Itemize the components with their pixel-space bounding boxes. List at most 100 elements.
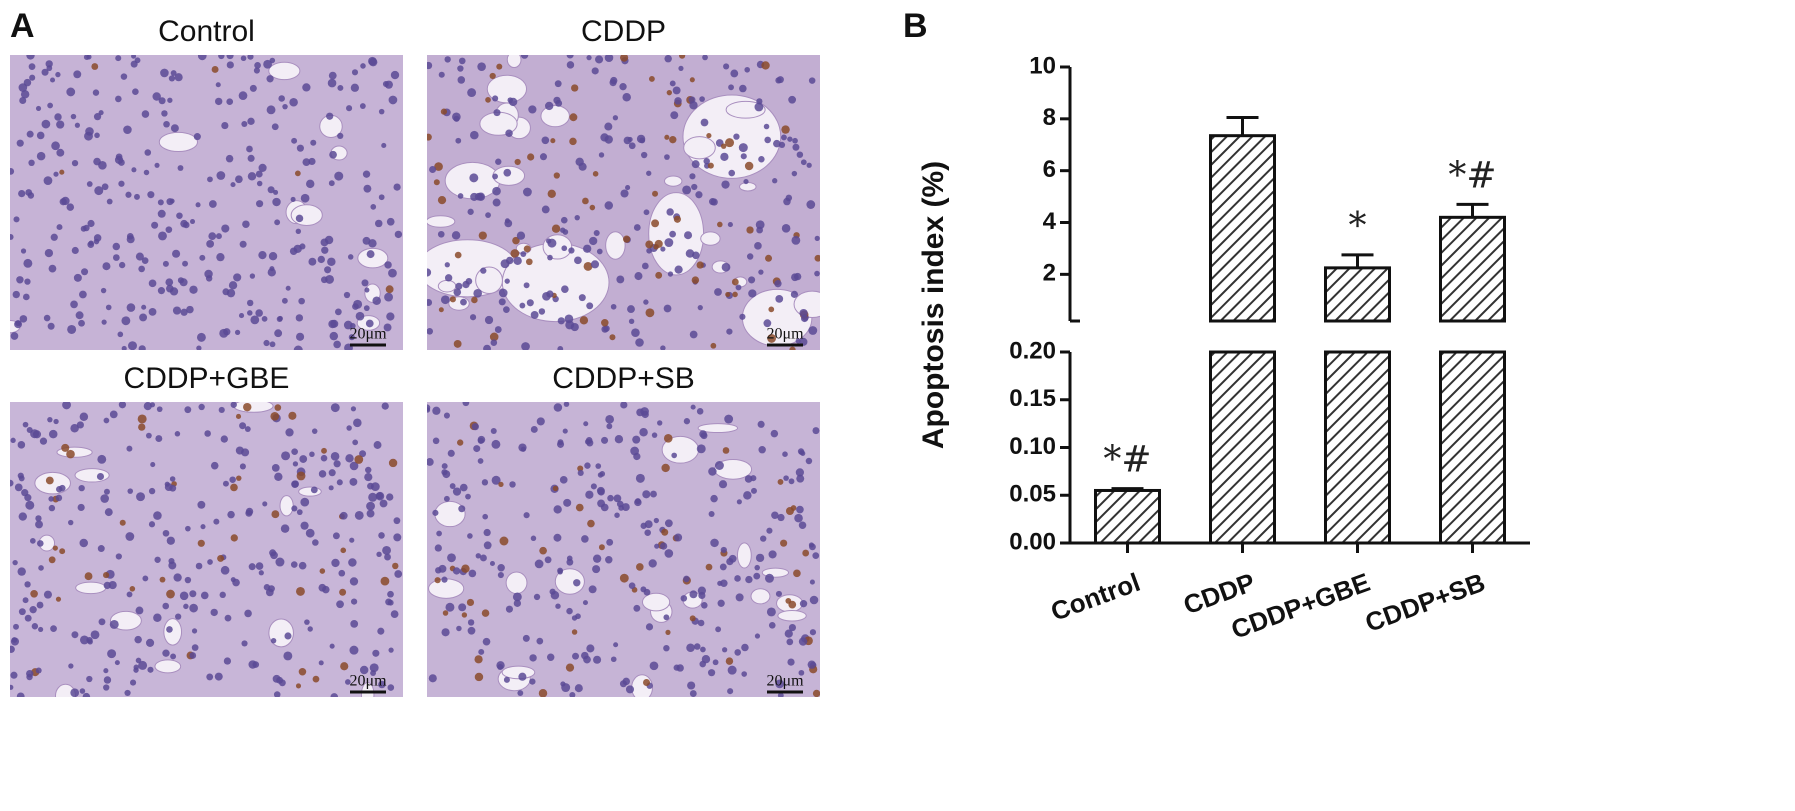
nucleus [366, 501, 375, 511]
nucleus [741, 671, 747, 677]
nucleus [258, 570, 264, 576]
nucleus [156, 406, 163, 413]
nucleus [134, 57, 141, 64]
nucleus [812, 552, 820, 560]
nucleus [584, 462, 591, 469]
nucleus [337, 132, 344, 139]
nucleus [127, 488, 134, 494]
nucleus [197, 539, 205, 547]
nucleus [10, 684, 14, 690]
nucleus [274, 404, 282, 411]
nucleus [719, 563, 727, 571]
nucleus [541, 136, 550, 145]
nucleus [91, 63, 99, 70]
nucleus [25, 189, 33, 196]
nucleus [655, 271, 663, 279]
nucleus [597, 488, 605, 496]
nucleus [438, 564, 447, 573]
nucleus [298, 297, 305, 305]
nucleus [628, 582, 636, 590]
nucleus [13, 623, 19, 630]
nucleus [349, 577, 359, 586]
nucleus [364, 287, 370, 293]
y-tick-label: 0.10 [1009, 433, 1056, 460]
nucleus [363, 184, 372, 193]
nucleus [350, 406, 357, 412]
nucleus [162, 260, 169, 267]
nucleus [475, 553, 482, 559]
lumen [641, 592, 671, 612]
nucleus [772, 178, 778, 184]
nucleus [480, 554, 487, 562]
nucleus [800, 314, 809, 323]
nucleus [544, 556, 552, 564]
nucleus [809, 595, 819, 605]
nucleus [200, 524, 206, 530]
nucleus [538, 308, 546, 315]
nucleus [273, 691, 281, 697]
nucleus [443, 412, 450, 419]
nucleus [474, 672, 484, 682]
nucleus [512, 236, 520, 245]
nucleus [799, 600, 808, 608]
nucleus [38, 626, 44, 633]
nucleus [764, 573, 774, 583]
nucleus [814, 270, 820, 277]
nucleus [604, 122, 613, 131]
nucleus [162, 602, 170, 610]
nucleus [557, 439, 564, 446]
nucleus [98, 110, 104, 116]
nucleus [739, 313, 746, 320]
nucleus [209, 200, 217, 208]
nucleus [768, 621, 776, 629]
nucleus [700, 646, 706, 653]
nucleus [308, 157, 316, 166]
nucleus [162, 649, 170, 657]
nucleus [183, 603, 189, 610]
nucleus [152, 92, 161, 101]
nucleus [126, 235, 135, 244]
nucleus [148, 487, 156, 495]
nucleus [210, 608, 218, 617]
nucleus [735, 284, 742, 291]
nucleus [321, 246, 329, 254]
nucleus [312, 539, 319, 546]
nucleus [45, 60, 53, 68]
lumen [74, 468, 110, 483]
nucleus [447, 449, 455, 457]
nucleus [586, 644, 595, 653]
nucleus [145, 638, 155, 647]
lumen [163, 618, 183, 646]
nucleus [166, 626, 173, 633]
nucleus [368, 492, 378, 502]
nucleus [103, 581, 111, 590]
nucleus [814, 235, 820, 242]
nucleus [147, 191, 155, 199]
nucleus [47, 416, 53, 423]
nucleus [245, 507, 254, 516]
nucleus [349, 537, 355, 543]
nucleus [590, 483, 597, 490]
nucleus [528, 105, 537, 114]
nucleus [48, 429, 58, 439]
nucleus [112, 242, 121, 251]
nucleus [522, 634, 530, 642]
nucleus [489, 332, 499, 342]
nucleus [561, 245, 568, 252]
nucleus [726, 557, 734, 566]
nucleus [697, 619, 705, 627]
nucleus [207, 559, 213, 565]
nucleus [393, 183, 401, 191]
nucleus [478, 231, 487, 240]
nucleus [76, 421, 84, 429]
nucleus [166, 536, 175, 545]
nucleus [516, 231, 526, 240]
nucleus [609, 79, 617, 87]
nucleus [353, 418, 362, 428]
nucleus [723, 63, 730, 70]
nucleus [597, 472, 604, 478]
nucleus [598, 544, 605, 551]
nucleus [160, 68, 169, 78]
nucleus [809, 579, 815, 585]
nucleus [103, 417, 110, 424]
